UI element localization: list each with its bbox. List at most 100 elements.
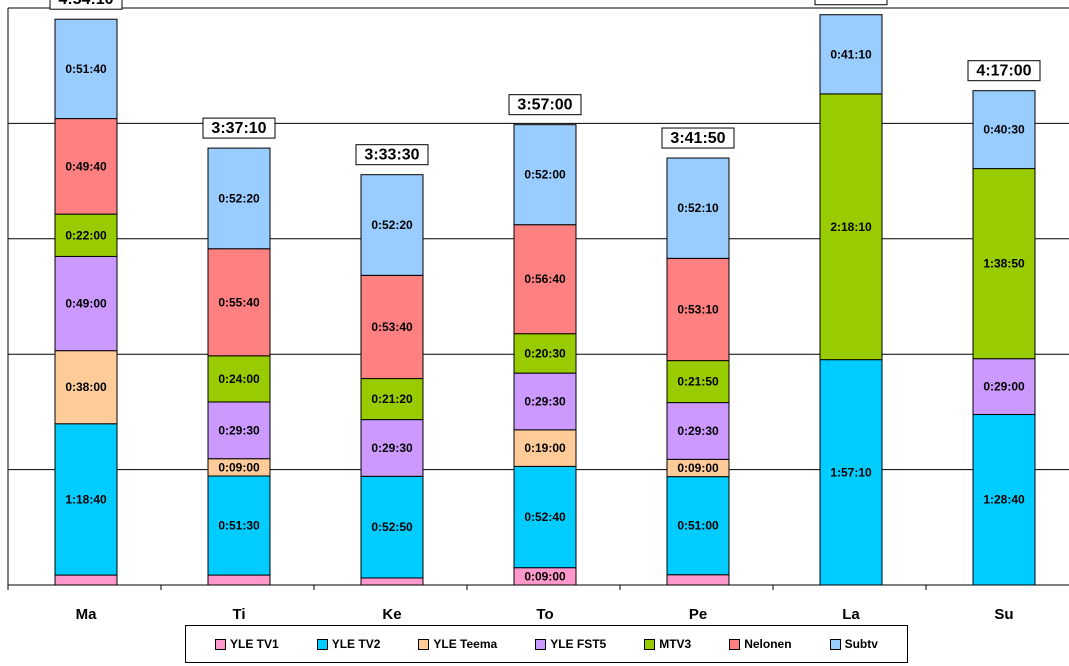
legend-label: YLE Teema: [433, 637, 498, 651]
data-label: 0:52:50: [371, 520, 413, 534]
total-label: 4:17:00: [976, 63, 1031, 80]
legend-item: YLE Teema: [418, 637, 497, 651]
bar-segment: [360, 378, 424, 421]
legend-swatch: [829, 638, 841, 650]
bar-segment: [513, 429, 577, 467]
bar-segment: [666, 574, 730, 586]
bar-segment: [666, 402, 730, 460]
x-tick-label: Ke: [382, 606, 401, 623]
x-tick-label: Su: [994, 606, 1013, 623]
legend-label: YLE TV1: [230, 637, 279, 651]
labels: 1:18:40 0:38:00 0:49:00 0:22:00 0:49:40 0:51:…: [49, 0, 1041, 623]
bar-segment: [513, 333, 577, 374]
data-label: 0:53:10: [677, 302, 719, 316]
total-label-box: [49, 0, 123, 10]
legend-swatch: [316, 638, 328, 650]
data-label: 0:49:00: [65, 297, 107, 311]
legend-item: YLE TV1: [215, 637, 279, 651]
data-label: 0:52:20: [371, 218, 413, 232]
total-label: 3:37:10: [211, 120, 266, 137]
x-tick-label: To: [536, 606, 553, 623]
total-label: 3:41:50: [670, 130, 725, 147]
legend-item: Subtv: [829, 637, 878, 651]
legend-swatch: [418, 638, 430, 650]
total-label-box: [814, 0, 888, 6]
bar-segment: [207, 147, 271, 250]
bar-segment: [54, 18, 118, 120]
legend-label: YLE TV2: [331, 637, 381, 651]
data-label: 0:09:00: [218, 460, 260, 474]
legend-label: YLE FST5: [550, 637, 607, 651]
bar-segment: [513, 124, 577, 226]
bar-segment: [54, 118, 118, 215]
data-label: 0:09:00: [524, 569, 566, 583]
data-label: 0:55:40: [218, 295, 260, 309]
x-tick-label: Ti: [232, 606, 245, 623]
legend-swatch: [644, 638, 656, 650]
data-label: 0:52:40: [524, 510, 566, 524]
bar-segment: [360, 274, 424, 380]
data-label: 1:18:40: [65, 492, 107, 506]
bar-segment: [207, 248, 271, 357]
bar-segment: [54, 574, 118, 586]
data-label: 0:21:20: [371, 392, 413, 406]
bar-segment: [666, 157, 730, 259]
bar-segment: [54, 255, 118, 352]
legend-label: Nelonen: [744, 637, 792, 651]
total-label-box: [355, 144, 429, 166]
total-label: 3:57:00: [517, 97, 572, 114]
data-label: 0:52:00: [524, 168, 566, 182]
data-label: 0:49:40: [65, 159, 107, 173]
data-label: 0:22:00: [65, 228, 107, 242]
data-label: 0:19:00: [524, 441, 566, 455]
bar-segment: [972, 358, 1036, 415]
x-tick-label: Pe: [689, 606, 707, 623]
bar-segment: [360, 174, 424, 276]
bar-segment: [666, 360, 730, 404]
data-label: 0:53:40: [371, 320, 413, 334]
bar-segment: [513, 372, 577, 431]
total-label-box: [967, 60, 1041, 82]
bar-segment: [666, 257, 730, 362]
bar-segment: [513, 465, 577, 569]
x-tick-label: La: [842, 606, 860, 623]
data-label: 0:41:10: [830, 47, 872, 61]
data-label: 0:51:00: [677, 519, 719, 533]
data-label: 0:29:30: [218, 423, 260, 437]
total-label-box: [661, 127, 735, 149]
legend-label: MTV3: [659, 637, 692, 651]
data-label: 0:24:00: [218, 372, 260, 386]
data-label: 0:51:30: [218, 519, 260, 533]
total-label-box: [202, 117, 276, 139]
legend-item: MTV3: [644, 637, 691, 651]
bar-segment: [360, 419, 424, 477]
bar-segment: [972, 90, 1036, 170]
bar-segment: [360, 475, 424, 579]
bar-segment: [207, 574, 271, 586]
legend-label: Subtv: [844, 637, 878, 651]
data-label: 0:56:40: [524, 272, 566, 286]
data-label: 0:29:30: [371, 441, 413, 455]
bar-segment: [972, 168, 1036, 360]
data-label: 0:52:10: [677, 201, 719, 215]
data-label: 0:29:30: [524, 394, 566, 408]
x-tick-label: Ma: [76, 606, 97, 623]
bars: [54, 14, 1036, 586]
data-label: 0:29:30: [677, 424, 719, 438]
data-label: 0:20:30: [524, 346, 566, 360]
data-label: 0:09:00: [677, 461, 719, 475]
bar-segment: [207, 475, 271, 576]
data-label: 1:38:50: [983, 257, 1025, 271]
legend-item: YLE FST5: [535, 637, 606, 651]
data-label: 0:52:20: [218, 191, 260, 205]
legend-swatch: [729, 638, 741, 650]
bar-segment: [513, 224, 577, 335]
bar-segment: [54, 423, 118, 576]
bar-segment: [207, 355, 271, 403]
data-label: 1:57:10: [830, 465, 872, 479]
total-label-box: [508, 94, 582, 116]
total-label: 4:56:30: [823, 0, 878, 4]
total-label: 4:54:10: [58, 0, 113, 8]
data-label: 0:51:40: [65, 62, 107, 76]
